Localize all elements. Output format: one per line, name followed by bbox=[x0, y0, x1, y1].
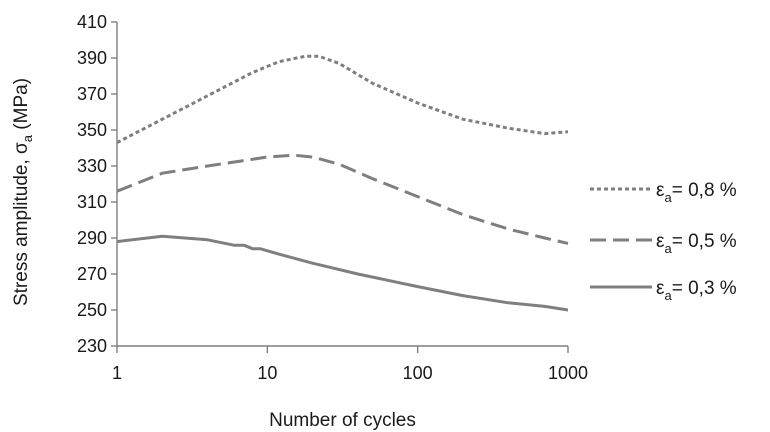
y-axis-title-main: Stress amplitude, σ bbox=[11, 142, 32, 306]
y-tick-label: 310 bbox=[77, 192, 107, 212]
y-tick-label: 350 bbox=[77, 120, 107, 140]
y-tick-label: 410 bbox=[77, 12, 107, 32]
y-tick-label: 290 bbox=[77, 228, 107, 248]
y-tick-label: 230 bbox=[77, 336, 107, 356]
x-axis-title: Number of cycles bbox=[269, 410, 416, 431]
x-tick-label: 10 bbox=[257, 363, 277, 383]
ticks: 230 250 270 290 310 330 350 370 390 410 1 10 100 1000 bbox=[77, 12, 588, 383]
x-tick-label: 100 bbox=[403, 363, 433, 383]
y-tick-label: 250 bbox=[77, 300, 107, 320]
y-tick-label: 270 bbox=[77, 264, 107, 284]
series-line-1 bbox=[116, 54, 569, 144]
x-tick-label: 1000 bbox=[548, 363, 588, 383]
legend-label: εa= 0,5 % bbox=[656, 231, 737, 256]
series-line-2 bbox=[116, 153, 569, 245]
legend-label: εa= 0,3 % bbox=[656, 278, 737, 303]
series-lines bbox=[116, 54, 569, 312]
y-axis-title-unit: (MPa) bbox=[11, 78, 32, 135]
legend-label: εa= 0,8 % bbox=[656, 180, 737, 205]
y-axis-title: Stress amplitude, σa (MPa) bbox=[11, 78, 35, 306]
series-line-3 bbox=[116, 234, 569, 312]
y-tick-label: 390 bbox=[77, 48, 107, 68]
y-tick-label: 330 bbox=[77, 156, 107, 176]
x-tick-label: 1 bbox=[112, 363, 122, 383]
legend: εa= 0,8 % εa= 0,5 % εa= 0,3 % bbox=[590, 180, 737, 303]
y-axis-title-subscript: a bbox=[20, 134, 35, 142]
axes bbox=[116, 22, 568, 347]
y-tick-label: 370 bbox=[77, 84, 107, 104]
